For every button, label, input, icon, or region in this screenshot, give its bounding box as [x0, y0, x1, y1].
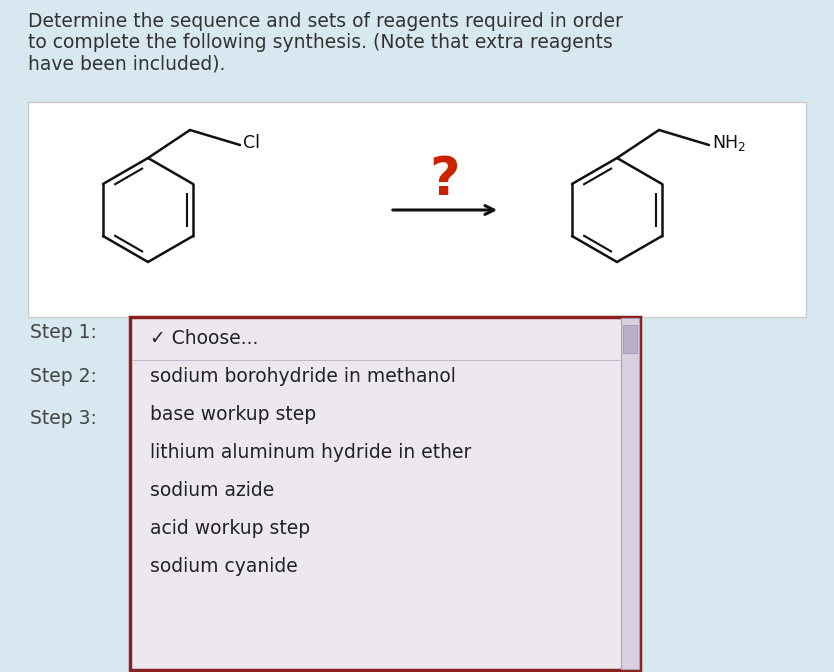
- Text: NH$_2$: NH$_2$: [712, 133, 746, 153]
- Text: have been included).: have been included).: [28, 54, 225, 73]
- Text: Step 2:: Step 2:: [30, 366, 97, 386]
- Text: Cl: Cl: [243, 134, 260, 152]
- Bar: [28, 102, 806, 317]
- Text: base workup step: base workup step: [150, 405, 316, 425]
- Text: ?: ?: [430, 154, 460, 206]
- Text: sodium borohydride in methanol: sodium borohydride in methanol: [150, 368, 456, 386]
- Bar: [621, 318, 639, 669]
- Text: Step 1:: Step 1:: [30, 323, 97, 341]
- Text: sodium azide: sodium azide: [150, 482, 274, 501]
- Bar: [130, 317, 640, 670]
- Text: Determine the sequence and sets of reagents required in order: Determine the sequence and sets of reage…: [28, 12, 623, 31]
- Text: sodium cyanide: sodium cyanide: [150, 558, 298, 577]
- Text: lithium aluminum hydride in ether: lithium aluminum hydride in ether: [150, 444, 471, 462]
- Text: Step 3:: Step 3:: [30, 409, 97, 429]
- Text: to complete the following synthesis. (Note that extra reagents: to complete the following synthesis. (No…: [28, 33, 613, 52]
- Bar: [623, 325, 637, 353]
- Text: ✓ Choose...: ✓ Choose...: [150, 329, 259, 349]
- Text: acid workup step: acid workup step: [150, 519, 310, 538]
